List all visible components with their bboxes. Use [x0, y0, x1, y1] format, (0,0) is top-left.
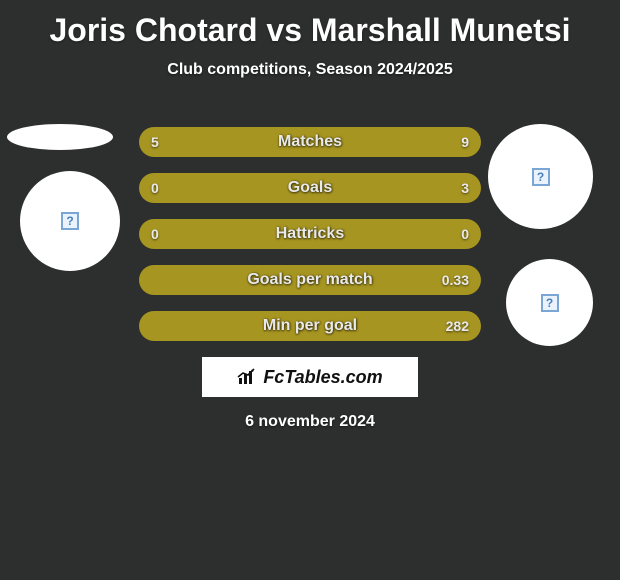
stat-bar-label: Matches — [139, 127, 481, 157]
deco-circle-left: ? — [20, 171, 120, 271]
stat-bar-value-right: 282 — [446, 311, 469, 341]
stat-bar-value-left: 5 — [151, 127, 159, 157]
stat-bars: Matches59Goals03Hattricks00Goals per mat… — [139, 127, 481, 341]
stat-bar-label: Goals — [139, 173, 481, 203]
branding-text: FcTables.com — [263, 367, 382, 388]
stat-bar-value-right: 0.33 — [442, 265, 469, 295]
stat-bar-value-right: 0 — [461, 219, 469, 249]
stat-bar-row: Hattricks0 0 — [139, 219, 481, 249]
title-player2: Marshall Munetsi — [311, 12, 571, 48]
subtitle: Club competitions, Season 2024/2025 — [0, 61, 620, 79]
branding-badge: FcTables.com — [202, 357, 418, 397]
page-title: Joris Chotard vs Marshall Munetsi — [0, 0, 620, 49]
title-player1: Joris Chotard — [49, 12, 257, 48]
placeholder-icon: ? — [541, 294, 559, 312]
deco-circle-right-bottom: ? — [506, 259, 593, 346]
placeholder-icon: ? — [61, 212, 79, 230]
title-vs: vs — [266, 12, 302, 48]
stat-bar-value-right: 9 — [461, 127, 469, 157]
stat-bar-label: Hattricks — [139, 219, 481, 249]
stat-bar-row: Matches5 9 — [139, 127, 481, 157]
stat-bar-value-left: 0 — [151, 173, 159, 203]
stat-bar-row: Goals per match0.33 — [139, 265, 481, 295]
placeholder-icon: ? — [532, 168, 550, 186]
deco-circle-right-top: ? — [488, 124, 593, 229]
stat-bar-label: Goals per match — [139, 265, 481, 295]
stat-bar-value-left: 0 — [151, 219, 159, 249]
stat-bar-label: Min per goal — [139, 311, 481, 341]
deco-ellipse-left — [7, 124, 113, 150]
stat-bar-row: Min per goal282 — [139, 311, 481, 341]
date-text: 6 november 2024 — [0, 413, 620, 431]
chart-icon — [237, 368, 259, 386]
stat-bar-value-right: 3 — [461, 173, 469, 203]
stat-bar-row: Goals0 3 — [139, 173, 481, 203]
